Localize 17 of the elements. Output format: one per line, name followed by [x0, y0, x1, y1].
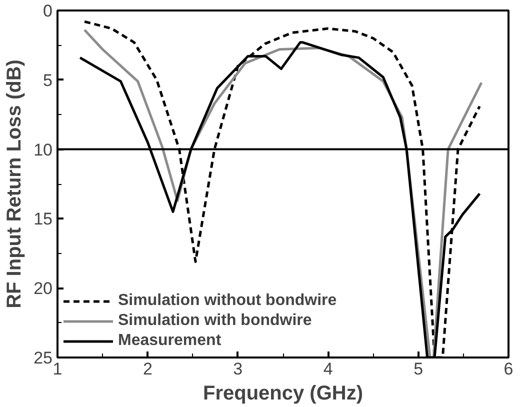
legend-label: Measurement	[118, 332, 222, 350]
y-tick-label: 0	[43, 2, 53, 20]
x-tick-label: 2	[142, 360, 152, 378]
x-tick-label: 6	[504, 360, 514, 378]
x-axis-title: Frequency (GHz)	[202, 382, 364, 404]
y-tick-label: 5	[43, 70, 53, 90]
x-tick-label: 4	[323, 360, 333, 378]
y-tick-label: 25	[34, 348, 53, 368]
y-tick-label: 15	[34, 210, 53, 229]
y-tick-label: 20	[34, 279, 53, 298]
x-tick-label: 5	[414, 360, 424, 378]
y-axis-title: RF Input Return Loss (dB)	[4, 60, 26, 308]
legend-label: Simulation with bondwire	[118, 312, 312, 330]
x-tick-label: 1	[52, 360, 62, 378]
legend-label: Simulation without bondwire	[118, 292, 337, 310]
y-tick-label: 10	[34, 140, 53, 160]
x-tick-label: 3	[233, 360, 243, 378]
